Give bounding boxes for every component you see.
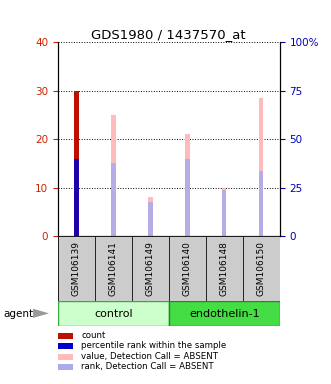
Bar: [148, 197, 153, 236]
Bar: [222, 188, 226, 236]
Text: endothelin-1: endothelin-1: [189, 309, 260, 319]
Bar: [111, 115, 116, 236]
Text: GSM106150: GSM106150: [257, 241, 266, 296]
Bar: [259, 98, 263, 236]
Bar: [111, 164, 116, 236]
Text: GSM106139: GSM106139: [72, 241, 81, 296]
Bar: [185, 159, 190, 236]
Polygon shape: [33, 309, 49, 318]
Text: GSM106141: GSM106141: [109, 242, 118, 296]
Bar: [132, 236, 169, 301]
Bar: [95, 236, 132, 301]
Bar: [74, 91, 79, 236]
Bar: [74, 159, 79, 236]
Text: GSM106140: GSM106140: [183, 242, 192, 296]
Bar: [222, 190, 226, 236]
Bar: [185, 134, 190, 236]
Bar: [58, 301, 169, 326]
Bar: [58, 236, 95, 301]
Text: GSM106148: GSM106148: [220, 242, 229, 296]
Bar: [206, 236, 243, 301]
Bar: [169, 236, 206, 301]
Bar: [148, 202, 153, 236]
Text: value, Detection Call = ABSENT: value, Detection Call = ABSENT: [81, 352, 218, 361]
Text: GSM106149: GSM106149: [146, 242, 155, 296]
Text: control: control: [94, 309, 133, 319]
Bar: [259, 171, 263, 236]
Text: rank, Detection Call = ABSENT: rank, Detection Call = ABSENT: [81, 362, 214, 371]
Bar: [169, 301, 280, 326]
Text: count: count: [81, 331, 106, 340]
Text: percentile rank within the sample: percentile rank within the sample: [81, 341, 226, 351]
Bar: [243, 236, 280, 301]
Title: GDS1980 / 1437570_at: GDS1980 / 1437570_at: [91, 28, 246, 41]
Text: agent: agent: [3, 309, 33, 319]
